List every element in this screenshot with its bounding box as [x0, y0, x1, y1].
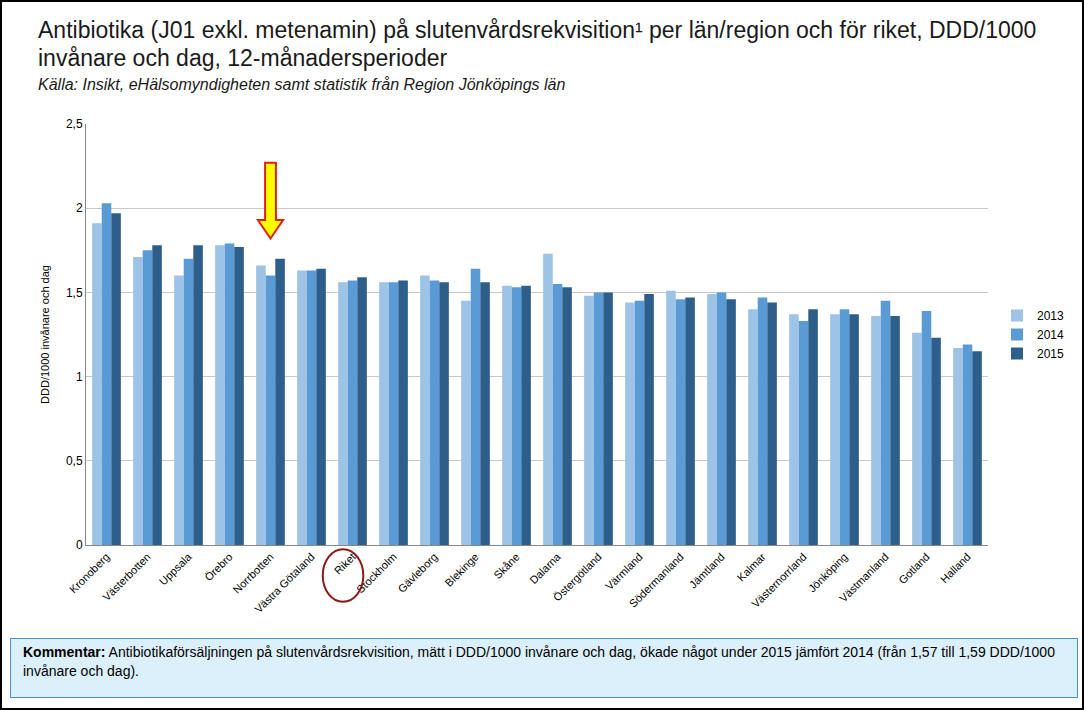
svg-text:2013: 2013 [1037, 309, 1064, 323]
svg-text:2: 2 [76, 201, 83, 215]
svg-text:Kalmar: Kalmar [735, 550, 768, 583]
svg-text:DDD/1000 invånare och dag: DDD/1000 invånare och dag [39, 265, 51, 404]
svg-text:Västernorrland: Västernorrland [749, 551, 809, 611]
svg-text:Jämtland: Jämtland [687, 551, 727, 591]
svg-text:Västerbotten: Västerbotten [100, 551, 153, 604]
svg-text:Västmanland: Västmanland [837, 551, 891, 605]
svg-text:1: 1 [76, 370, 83, 384]
html-text:Kommentar: Antibiotikaförsäljn: Kommentar: Antibiotikaförsäljningen på s… [23, 644, 1055, 679]
svg-text:2015: 2015 [1037, 347, 1064, 361]
svg-text:0: 0 [76, 538, 83, 552]
svg-text:Västra Götaland: Västra Götaland [252, 551, 317, 616]
svg-text:2014: 2014 [1037, 328, 1064, 342]
svg-text:Blekinge: Blekinge [442, 551, 480, 589]
svg-text:Riket: Riket [332, 551, 358, 577]
svg-text:Uppsala: Uppsala [157, 550, 195, 588]
svg-text:Södermanland: Södermanland [627, 551, 686, 610]
html-text:Källa: Insikt, eHälsomyndighet: Källa: Insikt, eHälsomyndigheten samt st… [38, 76, 566, 93]
svg-text:Kronoberg: Kronoberg [67, 551, 112, 596]
svg-text:Dalarna: Dalarna [527, 550, 563, 586]
svg-text:Östergötland: Östergötland [551, 551, 604, 604]
svg-text:Örebro: Örebro [202, 551, 235, 584]
html-text:Antibiotika (J01 exkl. metenam: Antibiotika (J01 exkl. metenamin) på slu… [38, 17, 1037, 71]
svg-text:Skåne: Skåne [491, 551, 522, 582]
svg-text:Norrbotten: Norrbotten [231, 551, 276, 596]
svg-text:Stockholm: Stockholm [354, 551, 399, 596]
svg-text:0,5: 0,5 [66, 454, 83, 468]
svg-text:Halland: Halland [938, 551, 973, 586]
svg-text:2,5: 2,5 [66, 117, 83, 131]
svg-text:1,5: 1,5 [66, 286, 83, 300]
svg-text:Gotland: Gotland [896, 551, 932, 587]
svg-text:Gävleborg: Gävleborg [395, 551, 439, 595]
svg-text:Jönköping: Jönköping [806, 551, 850, 595]
svg-text:Värmland: Värmland [603, 551, 645, 593]
